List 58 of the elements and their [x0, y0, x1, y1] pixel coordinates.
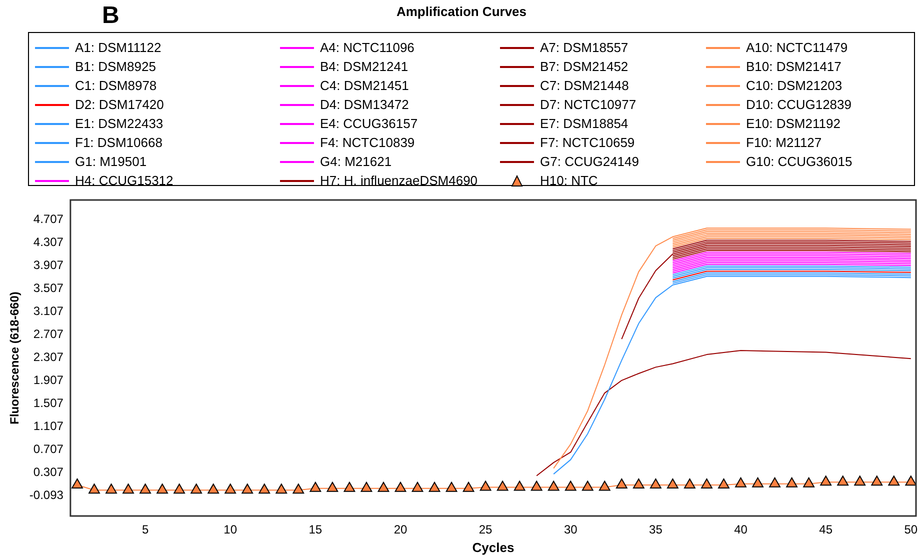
x-tick-label: 35	[649, 522, 663, 537]
y-tick-label: 3.907	[33, 258, 64, 272]
y-tick-label: 1.507	[33, 396, 64, 410]
x-tick-label: 25	[478, 522, 493, 537]
legend-label: E1: DSM22433	[75, 116, 164, 131]
legend-label: E7: DSM18854	[540, 116, 628, 131]
y-tick-label: 3.107	[33, 304, 64, 318]
legend-label: E4: CCUG36157	[320, 116, 418, 131]
x-tick-label: 5	[142, 522, 149, 537]
x-tick-label: 10	[224, 522, 238, 537]
legend-label: G1: M19501	[75, 154, 147, 169]
legend-label: C7: DSM21448	[540, 78, 629, 93]
x-tick-label: 45	[819, 522, 833, 537]
text: B	[100, 2, 122, 30]
legend-label: H4: CCUG15312	[75, 173, 174, 188]
legend-label: D4: DSM13472	[320, 97, 409, 112]
legend-label: A10: NCTC11479	[746, 40, 848, 55]
legend-label: B1: DSM8925	[75, 59, 156, 74]
y-tick-label: 1.907	[33, 372, 64, 387]
y-tick-label: 0.707	[33, 442, 64, 456]
y-tick-label: 2.707	[33, 326, 64, 341]
x-axis-title: Cycles	[472, 540, 514, 555]
y-tick-label: 2.307	[33, 350, 64, 364]
legend-label: D2: DSM17420	[75, 97, 164, 112]
x-tick-label: 40	[734, 522, 748, 537]
y-tick-label: -0.093	[29, 488, 64, 502]
x-tick-label: 15	[308, 522, 322, 537]
legend-label: A7: DSM18557	[540, 40, 628, 55]
legend-label: F1: DSM10668	[75, 135, 162, 150]
legend-label: F7: NCTC10659	[540, 135, 635, 150]
legend-label: B7: DSM21452	[540, 59, 628, 74]
y-tick-label: 3.507	[33, 280, 64, 295]
legend-label: C4: DSM21451	[320, 78, 409, 93]
legend-label: C1: DSM8978	[75, 78, 157, 93]
legend-label: A4: NCTC11096	[320, 40, 414, 55]
y-tick-label: 4.307	[33, 235, 64, 249]
legend-label: G7: CCUG24149	[540, 154, 639, 169]
legend-label: A1: DSM11122	[75, 40, 162, 55]
y-tick-label: 1.107	[33, 418, 64, 433]
y-axis-title: Fluorescence (618-660)	[8, 292, 22, 424]
y-tick-label: 4.707	[33, 212, 64, 226]
legend-label: G10: CCUG36015	[746, 154, 852, 169]
legend-label: D10: CCUG12839	[746, 97, 852, 112]
x-tick-label: 50	[904, 522, 918, 537]
legend-label: G4: M21621	[320, 154, 392, 169]
legend-label: H10: NTC	[540, 173, 598, 188]
legend-label: E10: DSM21192	[746, 116, 840, 131]
legend-label: F4: NCTC10839	[320, 135, 415, 150]
x-tick-label: 20	[394, 522, 408, 537]
legend-label: F10: M21127	[746, 135, 822, 150]
legend-label: D7: NCTC10977	[540, 97, 636, 112]
legend-label: C10: DSM21203	[746, 78, 842, 93]
legend-label: H7: H. influenzaeDSM4690	[320, 173, 478, 188]
x-tick-label: 30	[564, 522, 578, 537]
y-tick-label: 0.307	[33, 464, 64, 479]
legend-label: B4: DSM21241	[320, 59, 408, 74]
legend-label: B10: DSM21417	[746, 59, 842, 74]
chart-title: Amplification Curves	[396, 4, 527, 19]
